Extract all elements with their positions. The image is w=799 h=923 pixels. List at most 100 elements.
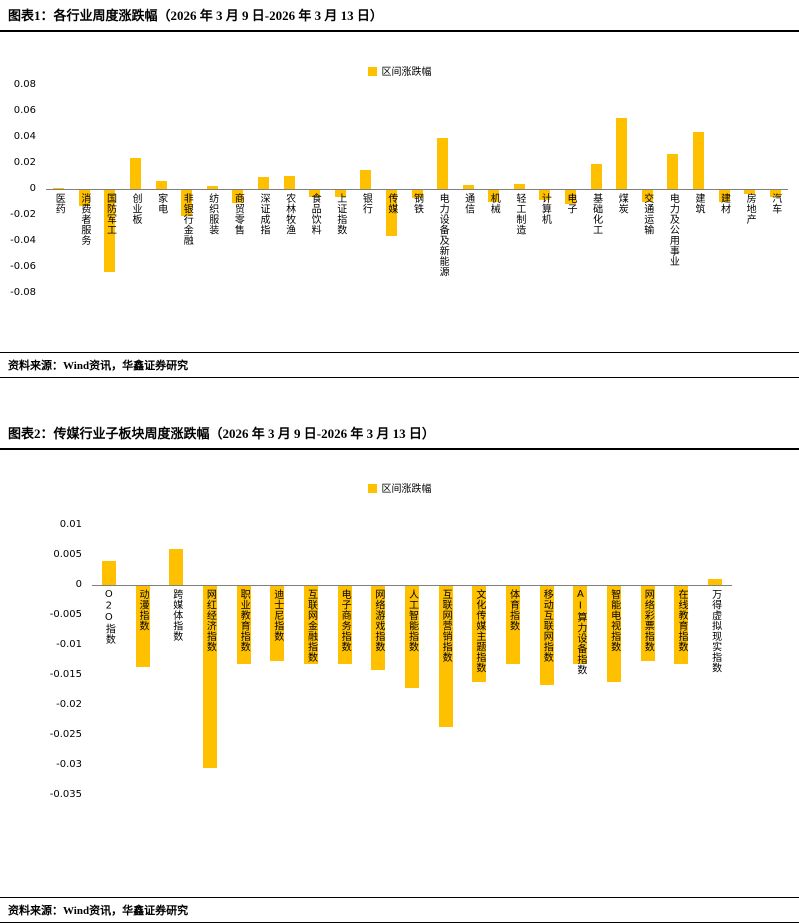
- y-axis-tick-label: -0.02: [56, 699, 82, 710]
- category-label: 商贸零售: [232, 193, 244, 235]
- bar: [539, 190, 551, 201]
- category-label: AI算力设备指数: [574, 589, 586, 675]
- x-axis-line: [46, 189, 788, 190]
- category-label: 电力设备及新能源: [437, 193, 449, 277]
- y-axis-tick-label: 0.01: [59, 519, 82, 530]
- industry-weekly-change-chart: 区间涨跌幅 0.08 0.06 0.04 0.02 0 -0.02 -0.04 -0.06 -0…: [0, 28, 799, 350]
- category-label: 创业板: [130, 193, 142, 225]
- bar: [309, 190, 321, 197]
- category-label: 互联网金融指数: [305, 589, 317, 663]
- category-label: 电子商务指数: [339, 589, 351, 652]
- category-label: 深证成指: [257, 193, 269, 235]
- bar: [135, 586, 150, 667]
- bar: [360, 169, 372, 189]
- category-label: 钢铁: [411, 193, 423, 214]
- category-label: 轻工制造: [513, 193, 525, 235]
- category-label: 机械: [488, 193, 500, 214]
- bar: [337, 586, 352, 664]
- bar: [202, 586, 217, 768]
- bar: [590, 164, 602, 189]
- bar: [462, 185, 474, 189]
- category-label: 银行: [360, 193, 372, 214]
- y-axis-tick-label: -0.025: [49, 729, 82, 740]
- figure1-title: 图表1：各行业周度涨跌幅（2026 年 3 月 9 日-2026 年 3 月 1…: [0, 0, 799, 32]
- y-axis-tick-label: -0.02: [10, 209, 36, 220]
- legend: 区间涨跌幅: [0, 63, 799, 78]
- category-label: 人工智能指数: [406, 589, 418, 652]
- category-label: 迪士尼指数: [271, 589, 283, 642]
- figure2-source: 资料来源：Wind资讯，华鑫证券研究: [0, 897, 799, 923]
- category-label: 通信: [462, 193, 474, 214]
- bar: [692, 131, 704, 189]
- y-axis-tick-label: -0.005: [49, 609, 82, 620]
- bar: [744, 190, 756, 194]
- legend: 区间涨跌幅: [0, 480, 799, 495]
- category-label: 建筑: [692, 193, 704, 214]
- y-axis-tick-label: 0: [75, 579, 82, 590]
- category-label: 电子: [565, 193, 577, 214]
- bar: [708, 579, 723, 585]
- y-axis-tick-label: -0.03: [56, 759, 82, 770]
- bar: [257, 177, 269, 189]
- bar: [641, 190, 653, 202]
- y-axis-tick-label: 0: [29, 183, 36, 194]
- legend-swatch-icon: [367, 67, 377, 76]
- figure1-source: 资料来源：Wind资讯，华鑫证券研究: [0, 352, 799, 378]
- category-label: 电力及公用事业: [667, 193, 679, 267]
- category-label: 网络彩票指数: [642, 589, 654, 652]
- bar: [334, 190, 346, 197]
- category-label: 家电: [155, 193, 167, 214]
- bar: [405, 586, 419, 688]
- category-label: 煤炭: [616, 193, 628, 214]
- y-axis-tick-label: -0.015: [49, 669, 82, 680]
- bar: [573, 586, 588, 664]
- bar: [616, 117, 628, 189]
- category-label: 体育指数: [507, 589, 519, 631]
- category-label: 非银行金融: [181, 193, 193, 246]
- category-label: 网红经济指数: [204, 589, 216, 652]
- bar: [130, 157, 142, 189]
- legend-label: 区间涨跌幅: [381, 67, 432, 78]
- bar: [232, 190, 244, 203]
- legend-label: 区间涨跌幅: [381, 484, 432, 495]
- y-axis-tick-label: 0.005: [53, 549, 82, 560]
- bar: [472, 586, 487, 682]
- category-label: 跨媒体指数: [170, 589, 182, 642]
- bar: [437, 138, 449, 189]
- bar: [506, 586, 521, 664]
- bar: [488, 190, 500, 202]
- category-label: 交通运输: [641, 193, 653, 235]
- category-label: 计算机: [539, 193, 551, 225]
- category-label: 在线教育指数: [675, 589, 687, 652]
- bar: [283, 176, 295, 189]
- bar: [206, 186, 218, 189]
- bar: [303, 586, 318, 664]
- bar: [674, 586, 689, 664]
- bar: [181, 190, 193, 216]
- bar: [53, 187, 65, 189]
- category-label: 职业教育指数: [238, 589, 250, 652]
- plot-area: 0.08 0.06 0.04 0.02 0 -0.02 -0.04 -0.06 -0.08 医药消…: [0, 28, 799, 350]
- bar: [607, 586, 622, 682]
- legend-swatch-icon: [367, 484, 377, 493]
- y-axis-tick-label: 0.08: [13, 79, 36, 90]
- category-label: 消费者服务: [78, 193, 90, 246]
- figure2-title: 图表2：传媒行业子板块周度涨跌幅（2026 年 3 月 9 日-2026 年 3…: [0, 418, 799, 450]
- category-label: 动漫指数: [137, 589, 149, 631]
- y-axis-tick-label: -0.04: [10, 235, 36, 246]
- y-axis-tick-label: 0.02: [13, 157, 36, 168]
- bar: [155, 181, 167, 189]
- y-axis-tick-label: -0.035: [49, 789, 82, 800]
- category-label: 文化传媒主题指数: [473, 589, 485, 673]
- media-subsector-weekly-change-chart: 区间涨跌幅 0.01 0.005 0 -0.005 -0.01 -0.015 -0.02 -0…: [0, 448, 799, 890]
- bar: [78, 190, 90, 206]
- category-label: 基础化工: [590, 193, 602, 235]
- bar: [769, 190, 781, 197]
- bar: [270, 586, 285, 661]
- category-label: O2O指数: [103, 589, 115, 645]
- bar: [104, 190, 116, 272]
- category-label: 智能电视指数: [608, 589, 620, 652]
- bar: [640, 586, 655, 661]
- bar: [667, 153, 679, 189]
- bar: [385, 190, 397, 236]
